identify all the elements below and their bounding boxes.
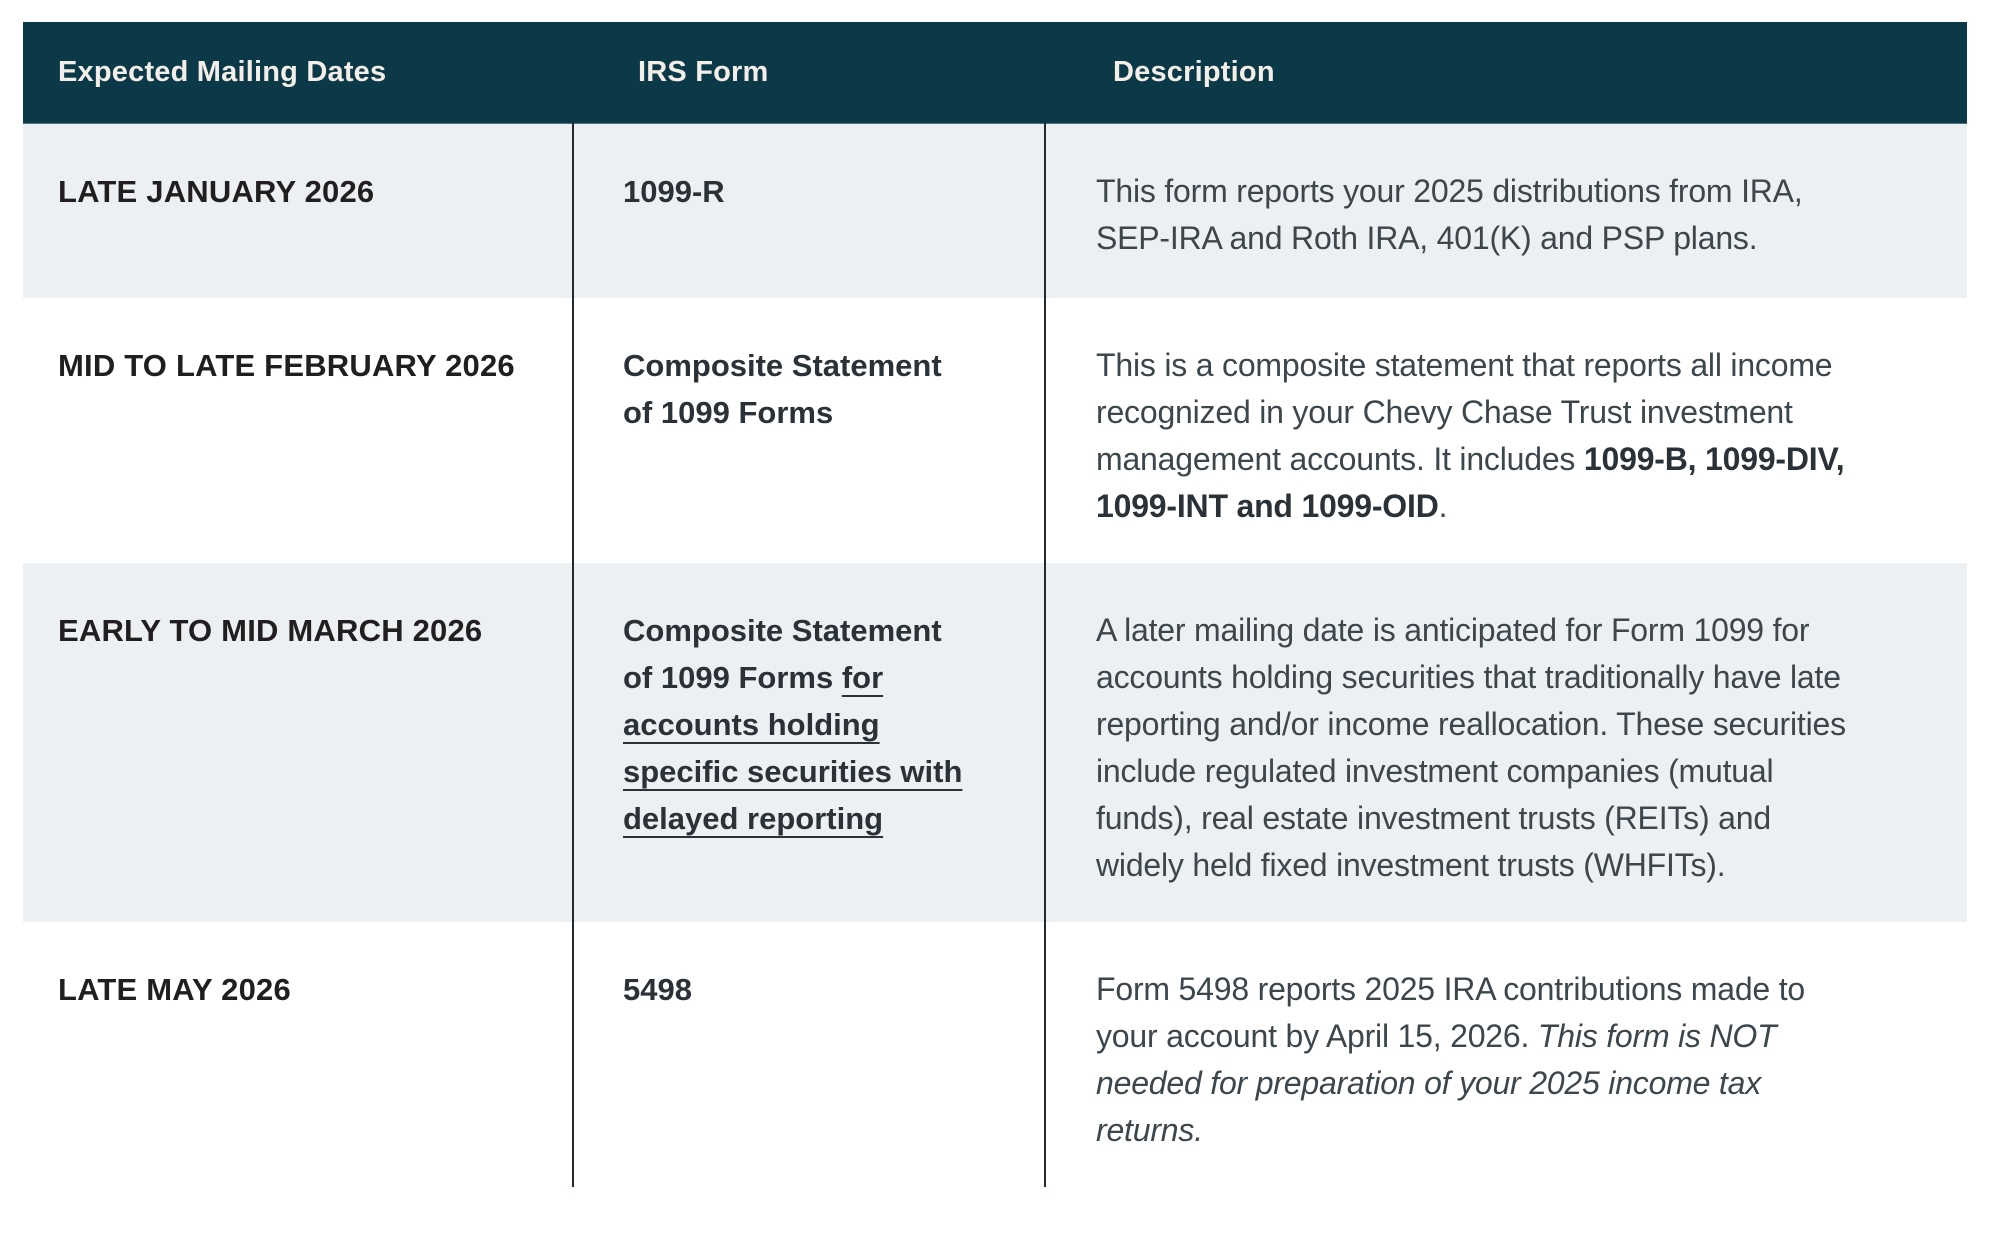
page: { "table": { "columns": [ { "label": "Ex…	[0, 22, 1992, 1240]
cell-irs-form: 1099-R	[572, 123, 1045, 298]
text-segment: Composite Statement of 1099 Forms	[623, 613, 942, 695]
text-segment: 1099-R	[623, 173, 725, 209]
cell-mailing-date: MID TO LATE FEBRUARY 2026	[58, 348, 515, 383]
column-header-expected-mailing-dates: Expected Mailing Dates	[23, 22, 573, 124]
cell-description: This is a composite statement that repor…	[1044, 298, 1967, 563]
text-segment: This is a composite statement that repor…	[1096, 347, 1833, 477]
table-header-row: Expected Mailing Dates IRS Form Descript…	[23, 22, 1967, 124]
cell-mailing-date: LATE JANUARY 2026	[23, 123, 573, 298]
text-segment: A later mailing date is anticipated for …	[1096, 612, 1846, 883]
cell-mailing-date: EARLY TO MID MARCH 2026	[23, 563, 573, 922]
text-segment: 5498	[623, 972, 692, 1007]
inline-link[interactable]: for accounts holding specific securities…	[623, 660, 963, 836]
text-segment: Composite Statement of 1099 Forms	[623, 348, 942, 430]
text-segment: .	[1438, 488, 1448, 524]
table-row-mid-late-february: MID TO LATE FEBRUARY 2026 Composite Stat…	[23, 298, 1967, 563]
tax-forms-mailing-schedule-table: Expected Mailing Dates IRS Form Descript…	[23, 22, 1967, 1187]
cell-irs-form: 5498	[572, 922, 1045, 1187]
column-header-description: Description	[1045, 22, 1967, 124]
table-row-late-january: LATE JANUARY 2026 1099-R This form repor…	[23, 123, 1967, 298]
cell-description: A later mailing date is anticipated for …	[1044, 563, 1967, 922]
text-segment: Form 5498 reports 2025 IRA contributions…	[1096, 971, 1806, 1054]
cell-description: This form reports your 2025 distribution…	[1044, 123, 1967, 298]
cell-irs-form: Composite Statement of 1099 Forms	[572, 298, 1045, 563]
text-segment: This form is NOT needed for preparation …	[1096, 1018, 1777, 1148]
column-header-irs-form: IRS Form	[573, 22, 1045, 124]
cell-description: Form 5498 reports 2025 IRA contributions…	[1044, 922, 1967, 1187]
cell-irs-form: Composite Statement of 1099 Forms for ac…	[572, 563, 1045, 922]
table-row-late-may: LATE MAY 2026 5498 Form 5498 reports 202…	[23, 922, 1967, 1187]
text-segment: 1099-B, 1099-DIV, 1099-INT and 1099-OID	[1096, 441, 1845, 524]
cell-mailing-date: LATE MAY 2026	[58, 972, 291, 1007]
text-segment: This form reports your 2025 distribution…	[1096, 172, 1803, 256]
table-row-early-mid-march: EARLY TO MID MARCH 2026 Composite Statem…	[23, 563, 1967, 922]
